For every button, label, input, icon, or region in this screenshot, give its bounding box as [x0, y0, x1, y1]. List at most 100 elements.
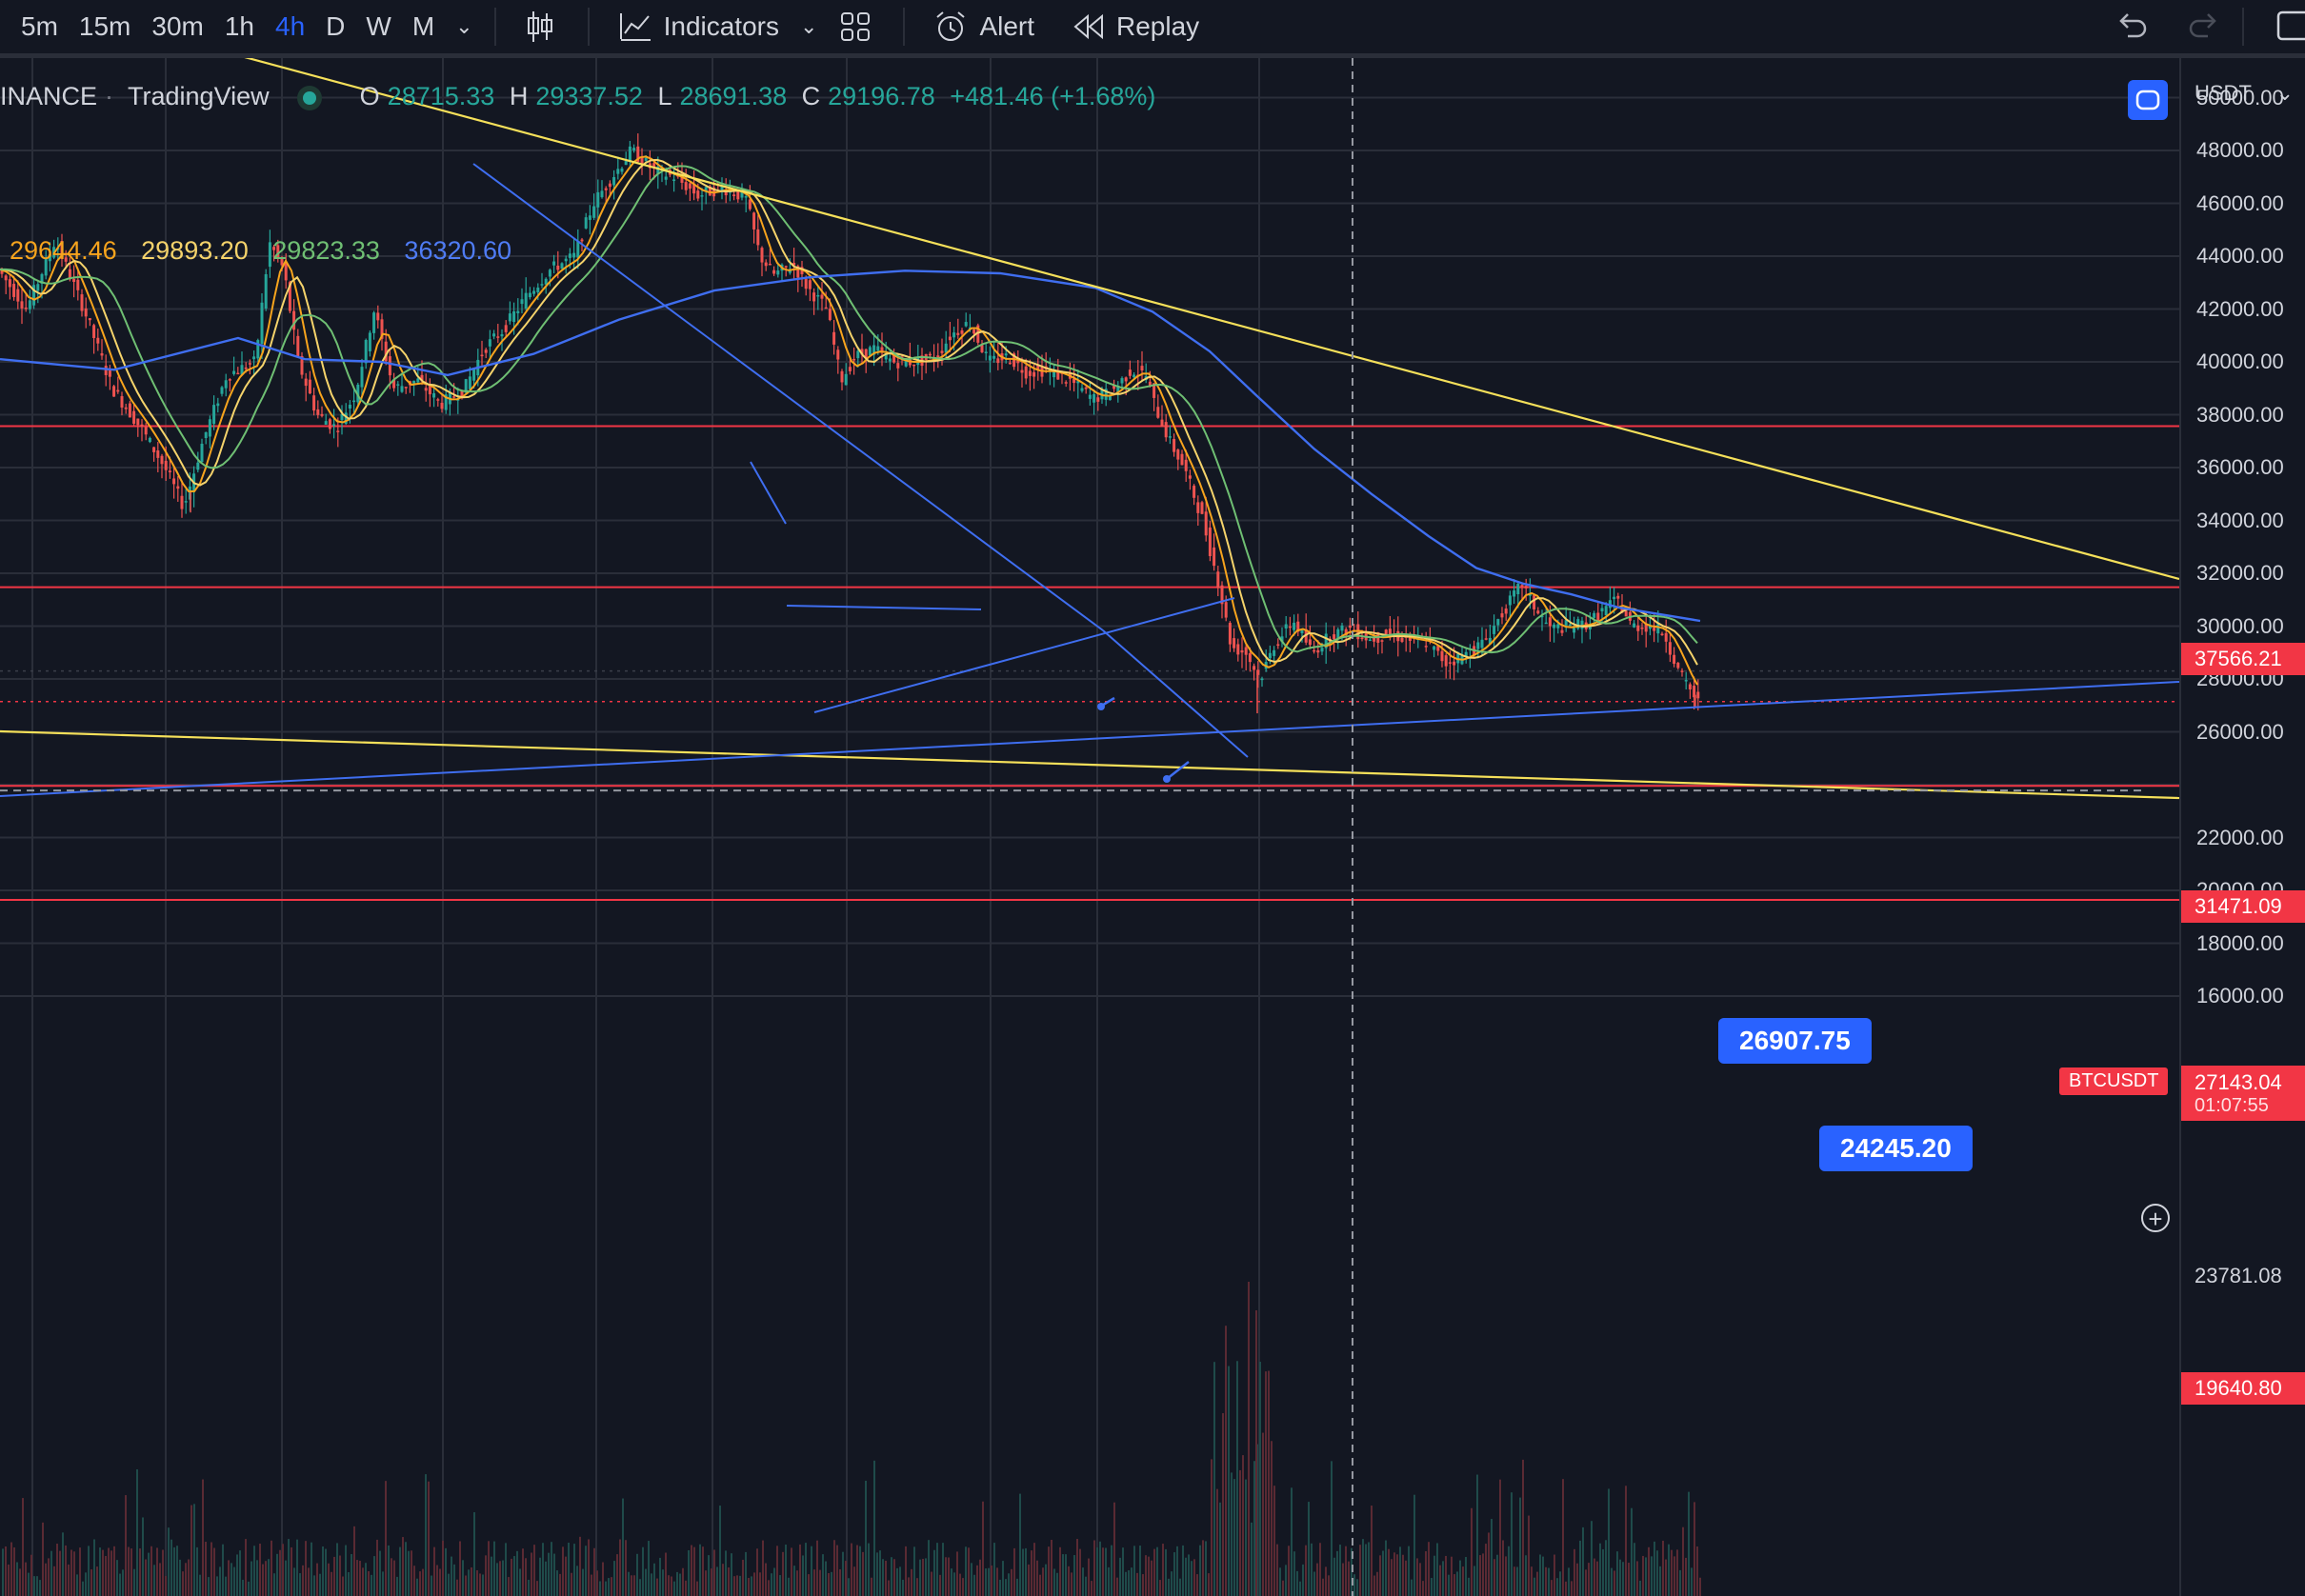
candle-body: [300, 355, 304, 375]
timeframe-5m[interactable]: 5m: [21, 11, 58, 41]
currency-selector[interactable]: USDT ⌄: [2195, 81, 2295, 105]
candle-body: [1520, 585, 1524, 588]
candle-body: [16, 289, 20, 302]
candle-body: [1516, 584, 1520, 595]
candle-body: [980, 345, 984, 352]
volume-bar: [739, 1575, 741, 1596]
candle-body: [1148, 381, 1152, 387]
indicators-chevron-down-icon[interactable]: ⌄: [800, 14, 818, 38]
undo-icon[interactable]: [2115, 8, 2149, 47]
candle-body: [1500, 613, 1504, 618]
timeframe-d[interactable]: D: [326, 11, 346, 41]
candle-body: [992, 355, 996, 359]
price-tick: 44000.00: [2196, 244, 2284, 268]
timeframe-4h[interactable]: 4h: [275, 11, 306, 41]
candle-body: [72, 278, 76, 283]
volume-bar: [1656, 1550, 1658, 1596]
add-alert-plus-icon[interactable]: +: [2141, 1204, 2170, 1232]
candle-body: [1092, 393, 1096, 403]
volume-bar: [168, 1527, 170, 1596]
price-callout-24245[interactable]: 24245.20: [1819, 1126, 1973, 1171]
volume-bar: [928, 1540, 930, 1596]
timeframe-30m[interactable]: 30m: [151, 11, 204, 41]
chart-settings-button[interactable]: [2128, 80, 2168, 120]
price-callout-26907[interactable]: 26907.75: [1718, 1018, 1872, 1064]
candle-body: [1268, 652, 1272, 659]
candle-body: [844, 373, 848, 386]
candle-body: [996, 358, 1000, 364]
candle-body: [840, 370, 844, 383]
volume-bar: [979, 1559, 981, 1596]
candle-body: [104, 366, 108, 375]
volume-bar: [448, 1573, 450, 1596]
volume-bar: [179, 1559, 181, 1596]
volume-bar: [691, 1545, 692, 1596]
candle-body: [640, 157, 644, 166]
volume-bar: [302, 1565, 304, 1596]
candle-body: [1648, 626, 1652, 629]
timeframe-chevron-down-icon[interactable]: ⌄: [455, 14, 473, 38]
volume-bar: [1348, 1561, 1350, 1596]
timeframe-15m[interactable]: 15m: [78, 11, 131, 41]
volume-bar: [676, 1571, 678, 1596]
volume-bar: [308, 1567, 310, 1596]
candle-body: [496, 336, 500, 338]
price-axis[interactable]: USDT ⌄ 50000.00 48000.00 46000.00 44000.00 4…: [2179, 58, 2305, 1596]
redo-icon[interactable]: [2187, 8, 2221, 47]
candle-body: [912, 364, 916, 367]
volume-bar: [1416, 1558, 1418, 1596]
timeframe-m[interactable]: M: [411, 11, 435, 41]
candle-body: [1313, 649, 1316, 652]
timeframe-w[interactable]: W: [366, 11, 391, 41]
volume-bar: [8, 1564, 10, 1596]
volume-bar: [353, 1526, 355, 1596]
alert-button[interactable]: Alert: [933, 10, 1034, 44]
volume-bar: [836, 1545, 838, 1596]
candle-body: [1248, 652, 1252, 663]
price-chart[interactable]: [0, 58, 2179, 1596]
volume-bar: [1308, 1502, 1310, 1596]
candle-body: [1112, 385, 1116, 389]
candle-body: [12, 284, 16, 297]
volume-bar: [1108, 1566, 1110, 1596]
volume-bar: [476, 1570, 478, 1596]
volume-bar: [276, 1553, 278, 1596]
volume-bar: [1468, 1577, 1470, 1596]
volume-bar: [213, 1547, 215, 1596]
volume-bar: [1011, 1568, 1012, 1596]
volume-bar: [1399, 1546, 1401, 1596]
volume-bar: [719, 1506, 721, 1596]
candle-style-button[interactable]: [525, 10, 567, 44]
volume-bar: [811, 1546, 812, 1596]
candle-body: [344, 412, 348, 425]
volume-bar: [1379, 1555, 1381, 1596]
volume-bar: [1674, 1556, 1675, 1596]
volume-bar: [965, 1546, 967, 1596]
fullscreen-icon[interactable]: [2276, 10, 2305, 47]
volume-bar: [1271, 1441, 1273, 1596]
volume-bar: [222, 1544, 224, 1596]
volume-bar: [1451, 1556, 1453, 1596]
volume-bar: [251, 1561, 252, 1596]
volume-bar: [1045, 1564, 1047, 1596]
volume-bar: [1579, 1540, 1581, 1596]
candle-body: [1696, 691, 1700, 699]
timeframe-1h[interactable]: 1h: [224, 11, 254, 41]
replay-button[interactable]: Replay: [1072, 11, 1199, 42]
volume-bar: [496, 1563, 498, 1596]
volume-bar: [868, 1543, 870, 1596]
candle-body: [812, 292, 816, 302]
volume-bar: [1565, 1581, 1567, 1596]
price-tick: 26000.00: [2196, 719, 2284, 744]
volume-bar: [968, 1547, 970, 1596]
layouts-button[interactable]: [840, 11, 882, 42]
volume-bar: [1562, 1479, 1564, 1596]
candle-body: [1064, 382, 1068, 384]
candle-body: [1024, 366, 1028, 379]
candle-body: [576, 240, 580, 258]
indicators-button[interactable]: Indicators: [618, 10, 779, 43]
candle-body: [828, 309, 832, 321]
anchor-point: [1097, 703, 1105, 710]
volume-bar: [1068, 1566, 1070, 1596]
volume-bar: [945, 1557, 947, 1596]
